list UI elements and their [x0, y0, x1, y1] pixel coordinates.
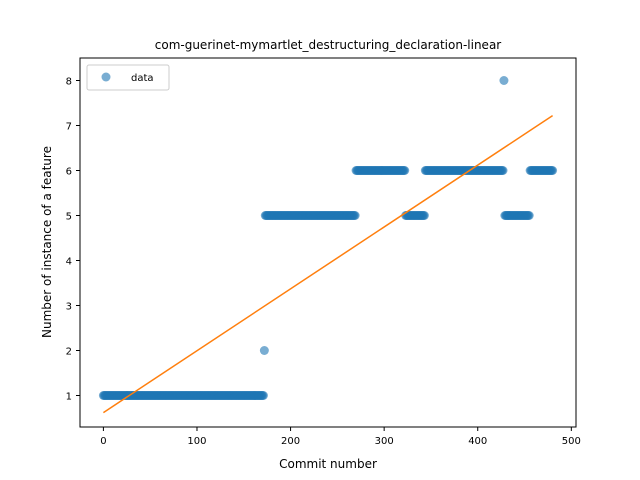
data-point	[419, 211, 429, 220]
y-axis-ticks: 1 2 3 4 5 6 7 8	[66, 77, 80, 403]
legend-marker	[101, 72, 111, 82]
legend-label: data	[131, 73, 154, 84]
data-points	[98, 76, 558, 400]
x-tick-label: 300	[375, 436, 394, 447]
y-tick-label: 8	[66, 77, 72, 88]
legend-box	[86, 64, 170, 91]
x-tick-label: 500	[562, 436, 581, 447]
data-point	[259, 346, 269, 355]
legend: data	[86, 64, 170, 91]
y-tick-label: 2	[66, 347, 72, 358]
data-point	[524, 211, 534, 220]
x-axis-label: Commit number	[279, 457, 377, 471]
y-tick-label: 1	[66, 392, 72, 403]
y-axis-label: Number of instance of a feature	[40, 146, 54, 338]
x-axis-ticks: 0 100 200 300 400 500	[100, 427, 581, 447]
fit-line-layer	[102, 114, 554, 414]
plot-frame	[79, 57, 577, 428]
fit-line	[102, 114, 554, 414]
y-tick-label: 4	[66, 257, 72, 268]
data-point	[499, 76, 509, 85]
data-point	[498, 166, 508, 175]
x-tick-label: 0	[100, 436, 106, 447]
x-tick-label: 100	[187, 436, 206, 447]
data-point	[258, 391, 268, 400]
y-tick-label: 6	[66, 167, 72, 178]
y-tick-label: 5	[66, 212, 72, 223]
x-tick-label: 400	[468, 436, 487, 447]
data-point	[548, 166, 558, 175]
data-point	[400, 166, 410, 175]
y-tick-label: 3	[66, 302, 72, 313]
y-tick-label: 7	[66, 122, 72, 133]
chart-title: com-guerinet-mymartlet_destructuring_dec…	[155, 38, 502, 52]
data-point	[350, 211, 360, 220]
x-tick-label: 200	[281, 436, 300, 447]
